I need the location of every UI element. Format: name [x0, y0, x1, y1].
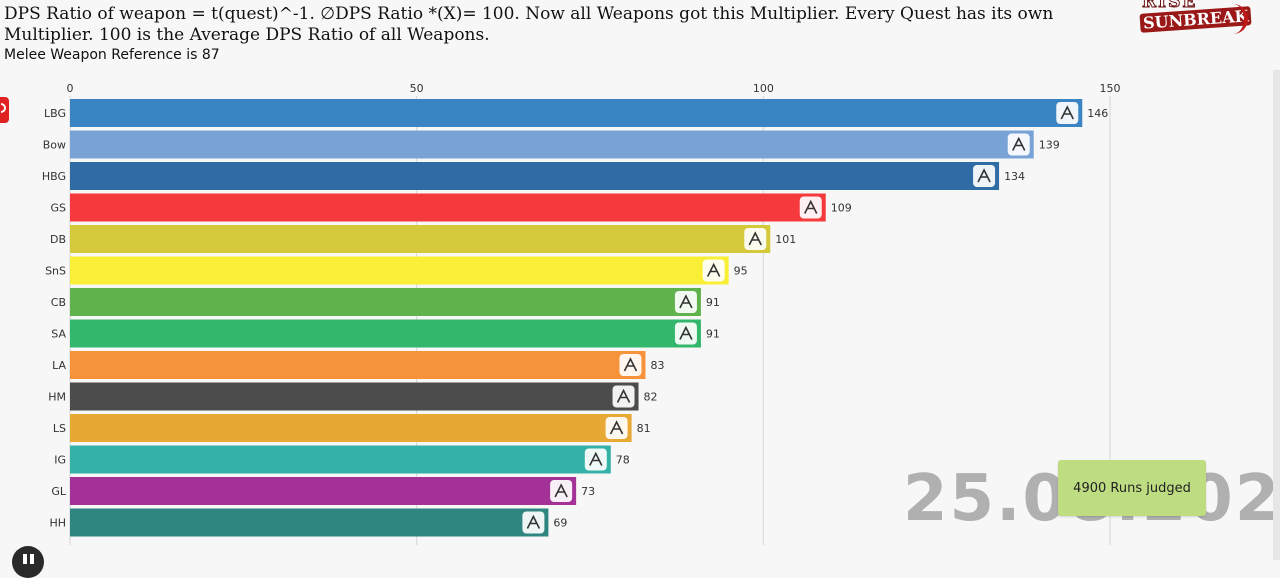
bar-cb [70, 288, 701, 316]
side-tab-icon[interactable] [0, 97, 9, 123]
category-label-hh: HH [49, 517, 66, 530]
gl-icon-glyph [554, 483, 568, 498]
category-label-gs: GS [50, 202, 66, 215]
hh-icon-glyph [526, 514, 541, 529]
value-label-lbg: 146 [1087, 107, 1108, 120]
bar-bow [70, 130, 1034, 159]
value-label-hm: 82 [644, 391, 658, 404]
gs-icon-glyph [804, 199, 818, 214]
db-icon-glyph [748, 231, 762, 246]
value-label-ig: 78 [616, 454, 630, 467]
category-label-sa: SA [51, 328, 66, 341]
category-label-lbg: LBG [44, 107, 66, 120]
category-label-gl: GL [51, 485, 67, 498]
bar-db [70, 225, 771, 253]
value-label-ls: 81 [637, 422, 651, 435]
hbg-icon-glyph [977, 168, 991, 183]
value-label-gl: 73 [581, 485, 595, 498]
bar-ls [70, 414, 632, 442]
ls-icon-glyph [609, 420, 624, 435]
logo-slash-decoration [1230, 4, 1248, 34]
x-tick-label-100: 100 [753, 82, 774, 95]
value-label-sns: 95 [734, 265, 748, 278]
bar-ig [70, 445, 611, 474]
value-label-gs: 109 [831, 202, 852, 215]
value-label-cb: 91 [706, 296, 720, 309]
category-label-ls: LS [53, 422, 66, 435]
category-label-cb: CB [51, 296, 66, 309]
value-label-hh: 69 [553, 517, 567, 530]
category-label-sns: SnS [45, 265, 66, 278]
sns-icon-glyph [706, 262, 721, 277]
bar-gl [70, 477, 577, 505]
category-label-db: DB [50, 233, 66, 246]
value-label-hbg: 134 [1004, 170, 1025, 183]
x-tick-label-50: 50 [410, 82, 424, 95]
bar-hm [70, 382, 639, 411]
cb-icon-glyph [679, 294, 693, 309]
category-label-hm: HM [48, 391, 66, 404]
bar-hbg [70, 162, 1000, 190]
value-label-sa: 91 [706, 328, 720, 341]
runs-judged-badge: 4900 Runs judged [1058, 460, 1206, 516]
sa-icon-glyph [679, 325, 693, 340]
chart-subtitle: Melee Weapon Reference is 87 [4, 47, 220, 63]
category-label-hbg: HBG [42, 170, 66, 183]
value-label-bow: 139 [1039, 139, 1060, 152]
x-tick-label-150: 150 [1100, 82, 1121, 95]
bar-sns [70, 256, 729, 285]
category-label-bow: Bow [43, 139, 66, 152]
x-tick-label-0: 0 [67, 82, 74, 95]
value-label-la: 83 [650, 359, 664, 372]
chart-title: DPS Ratio of weapon = t(quest)^-1. ∅DPS … [4, 4, 1054, 45]
vertical-scrollbar[interactable] [1273, 70, 1280, 560]
ig-icon-glyph [589, 451, 603, 466]
bar-chart-svg: 0 50 100 150 LBG 146 Bow 139 HBG 134 GS 109 DB 101 SnS… [42, 82, 1121, 545]
lbg-icon-glyph [1060, 105, 1074, 120]
bar-gs [70, 193, 826, 222]
bow-icon-glyph [1012, 136, 1026, 151]
logo-rise-text: RISE [1141, 0, 1198, 13]
sunbreak-logo: RISE SUNBREAK [1112, 0, 1252, 42]
pause-button[interactable] [12, 546, 44, 578]
category-label-la: LA [52, 359, 66, 372]
hm-icon-glyph [616, 388, 631, 403]
bar-chart: 0 50 100 150 LBG 146 Bow 139 HBG 134 GS 109 DB 101 SnS… [42, 82, 1121, 545]
value-label-db: 101 [775, 233, 796, 246]
category-label-ig: IG [54, 454, 66, 467]
la-icon-glyph [623, 357, 638, 372]
bar-hh [70, 508, 549, 537]
bar-sa [70, 319, 701, 348]
bar-lbg [70, 99, 1083, 127]
bar-la [70, 351, 646, 379]
